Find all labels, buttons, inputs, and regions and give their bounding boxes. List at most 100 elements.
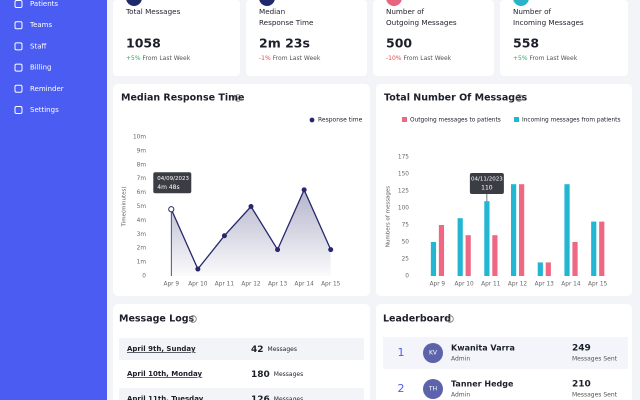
- legend-marker: [309, 117, 315, 123]
- section-title: Message Logs: [119, 314, 195, 325]
- tooltip-text: 110: [481, 185, 493, 192]
- section-title: Leaderboard: [383, 314, 451, 325]
- stat-icon: [513, 0, 529, 6]
- member-value: 249: [572, 344, 591, 354]
- tooltip-text: 4m 48s: [157, 184, 179, 191]
- stat-change-line: +5% From Last Week: [126, 55, 191, 62]
- legend-marker: [514, 117, 519, 122]
- stat-note: From Last Week: [143, 55, 191, 62]
- y-tick-label: 75: [402, 223, 410, 229]
- bar: [492, 235, 498, 276]
- log-count: 42: [251, 345, 264, 355]
- x-tick-label: Apr 13: [535, 282, 555, 288]
- x-tick-label: Apr 14: [561, 282, 581, 288]
- stat-card: [246, 0, 367, 76]
- x-tick-label: Apr 10: [188, 282, 208, 288]
- stat-change: +5%: [126, 55, 141, 62]
- row-background: [383, 337, 628, 369]
- bar: [599, 221, 605, 276]
- x-tick-label: Apr 12: [241, 282, 261, 288]
- y-tick-label: 2m: [137, 246, 147, 252]
- rank: 1: [398, 346, 405, 359]
- bar: [545, 262, 551, 276]
- y-tick-label: 10m: [133, 135, 146, 141]
- nav-icon: [14, 84, 23, 93]
- avatar: [423, 379, 443, 399]
- tooltip: [469, 173, 504, 194]
- tooltip: [153, 172, 192, 194]
- legend-marker: [402, 117, 407, 122]
- x-tick-label: Apr 9: [430, 282, 446, 288]
- stat-title: Number of: [386, 7, 425, 16]
- point: [248, 204, 254, 209]
- point: [221, 233, 227, 239]
- stat-title: Response Time: [259, 18, 314, 27]
- bar: [537, 262, 543, 276]
- nav-item: Reminder: [30, 85, 64, 93]
- stat-title: Outgoing Messages: [386, 18, 457, 27]
- nav-item: Billing: [30, 64, 51, 72]
- line-area: [171, 189, 331, 276]
- chart-title: Median Response Time: [121, 93, 244, 104]
- y-tick-label: 0: [142, 274, 146, 280]
- log-count: 126: [251, 395, 270, 400]
- x-tick-label: Apr 13: [268, 282, 288, 288]
- nav-icon: [14, 0, 23, 8]
- bar: [438, 225, 445, 276]
- legend-label: Outgoing messages to patients: [410, 118, 501, 124]
- member-role: Admin: [451, 356, 470, 363]
- y-tick-label: 6m: [137, 190, 147, 196]
- nav-item: Teams: [29, 21, 53, 29]
- member-unit: Messages Sent: [572, 392, 618, 399]
- stat-icon: [259, 0, 275, 6]
- stat-note: From Last Week: [404, 55, 452, 62]
- point: [275, 247, 281, 253]
- log-unit: Messages: [268, 346, 297, 353]
- legend-label: Incoming messages from patients: [522, 118, 620, 124]
- stat-value: 1058: [126, 36, 161, 51]
- point: [301, 187, 307, 193]
- x-tick-label: Apr 9: [164, 282, 180, 288]
- member-name: Tanner Hedge: [451, 380, 514, 389]
- sidebar: [0, 0, 107, 400]
- bar: [484, 201, 490, 276]
- chart-title: Total Number Of Messages: [384, 93, 527, 104]
- stat-change-line: -10% From Last Week: [386, 55, 452, 62]
- log-date: April 9th, Sunday: [127, 345, 196, 353]
- bar: [430, 242, 437, 276]
- x-tick-label: Apr 12: [508, 282, 528, 288]
- y-tick-label: 25: [402, 257, 410, 263]
- x-tick-label: Apr 10: [454, 282, 474, 288]
- row-background: [119, 388, 364, 400]
- avatar-initials: TH: [428, 386, 437, 393]
- stat-change: -1%: [259, 55, 271, 62]
- stat-icon: [386, 0, 402, 6]
- y-tick-label: 1m: [137, 260, 147, 266]
- stat-change-line: +5% From Last Week: [513, 55, 578, 62]
- log-count-line: 42 Messages: [251, 345, 297, 355]
- nav-item: Patients: [30, 0, 58, 8]
- nav-icon: [14, 42, 23, 51]
- x-tick-label: Apr 11: [215, 282, 235, 288]
- nav-item: Settings: [30, 106, 59, 114]
- x-tick-label: Apr 11: [481, 282, 501, 288]
- stat-value: 558: [513, 36, 539, 51]
- stat-icon: [126, 0, 142, 6]
- stat-title: Median: [259, 7, 285, 16]
- highlight-point: [168, 206, 175, 213]
- y-tick-label: 7m: [137, 176, 147, 182]
- bar: [457, 218, 463, 276]
- stat-value: 2m 23s: [259, 36, 310, 51]
- y-tick-label: 0: [405, 274, 409, 280]
- tooltip-title: 04/09/2023: [157, 176, 189, 182]
- stat-card: [113, 0, 240, 76]
- log-date: April 10th, Monday: [127, 370, 203, 378]
- member-role: Admin: [451, 392, 470, 399]
- y-tick-label: 8m: [137, 162, 147, 168]
- member-value: 210: [572, 380, 591, 390]
- y-tick-label: 4m: [137, 218, 147, 224]
- info-icon: [234, 94, 242, 102]
- info-icon: [189, 315, 197, 323]
- y-tick-label: 100: [398, 206, 409, 212]
- nav-item: Staff: [30, 42, 46, 50]
